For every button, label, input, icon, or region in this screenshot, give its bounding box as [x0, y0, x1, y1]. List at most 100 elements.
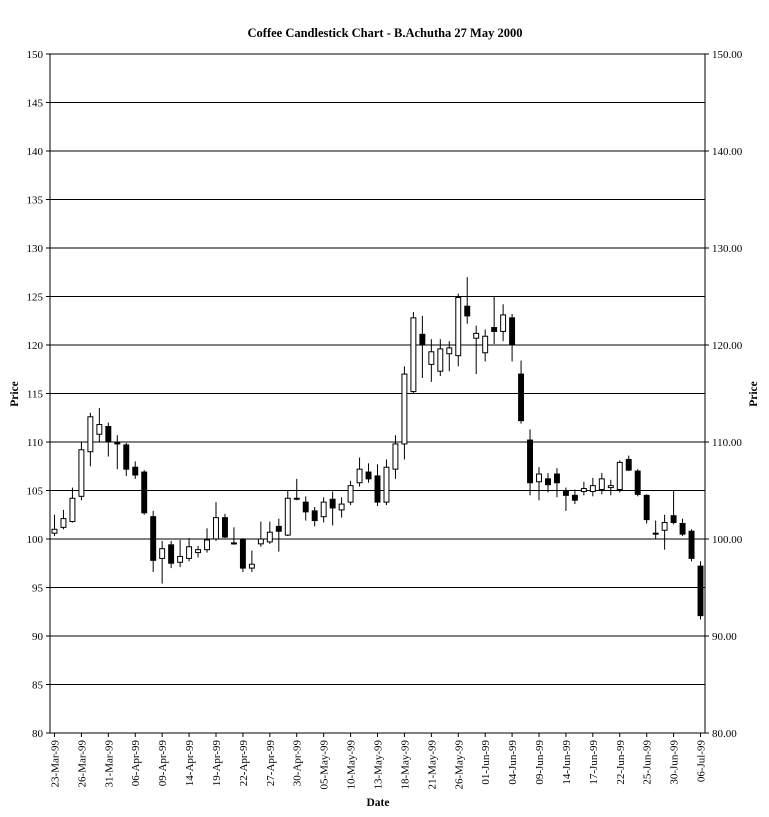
candle — [500, 304, 507, 342]
candle — [464, 277, 471, 324]
x-tick-label: 09-Jun-99 — [534, 740, 546, 785]
candle — [491, 296, 498, 345]
candle-body-up — [616, 461, 623, 491]
candle — [661, 514, 668, 550]
candle-body-down — [132, 466, 139, 476]
candle — [392, 435, 399, 479]
candle — [473, 325, 480, 375]
candle — [230, 527, 237, 545]
candle-body-up — [500, 314, 507, 332]
candle — [419, 315, 426, 378]
candle-body-up — [257, 538, 264, 545]
chart-title: Coffee Candlestick Chart - B.Achutha 27 … — [248, 26, 523, 40]
candle — [634, 469, 641, 497]
candle-body-down — [679, 522, 686, 535]
candle-body-down — [150, 516, 157, 561]
candle — [87, 412, 94, 467]
candle — [96, 408, 103, 442]
candle — [105, 422, 112, 457]
candle-body-down — [123, 444, 130, 470]
left-y-tick-label: 115 — [27, 389, 44, 401]
candle-body-down — [625, 458, 632, 471]
candle-body-down — [311, 510, 318, 522]
y-axis-label-right: Price — [748, 381, 760, 407]
left-y-tick-label: 135 — [27, 195, 44, 207]
candle-body-down — [527, 439, 534, 484]
left-y-tick-label: 110 — [27, 437, 44, 449]
candle — [598, 473, 605, 495]
candle-body-up — [69, 497, 76, 523]
candle — [320, 497, 327, 523]
candle — [177, 539, 184, 568]
left-y-tick-label: 145 — [27, 98, 44, 110]
x-tick-label: 09-Apr-99 — [157, 740, 169, 787]
candle-body-down — [688, 530, 695, 559]
candle — [643, 494, 650, 524]
x-tick-label: 22-Jun-99 — [615, 740, 627, 785]
candle — [168, 540, 175, 569]
candle-body-down — [553, 473, 560, 484]
left-y-tick-label: 95 — [32, 583, 44, 595]
candle — [284, 490, 291, 537]
candle — [401, 366, 408, 460]
candle — [688, 529, 695, 562]
x-tick-label: 31-Mar-99 — [103, 740, 115, 788]
left-y-tick-label: 150 — [27, 49, 44, 61]
candle-body-up — [230, 542, 237, 545]
candle-body-down — [221, 517, 228, 538]
candle — [311, 506, 318, 527]
left-y-tick-label: 85 — [32, 680, 44, 692]
candle-body-up — [652, 532, 659, 535]
candle — [329, 491, 336, 526]
candle — [338, 497, 345, 518]
x-tick-label: 27-Apr-99 — [265, 740, 277, 787]
candle — [275, 518, 282, 552]
candle — [356, 457, 363, 487]
candle — [428, 339, 435, 382]
x-tick-label: 17-Jun-99 — [588, 740, 600, 785]
candle-body-up — [356, 468, 363, 484]
candle — [293, 478, 300, 501]
left-y-tick-label: 125 — [27, 292, 44, 304]
left-y-tick-label: 105 — [27, 486, 44, 498]
right-y-tick-label: 110.00 — [712, 437, 742, 449]
candle-body-up — [392, 443, 399, 470]
candle-body-down — [105, 425, 112, 443]
candle — [186, 538, 193, 562]
candle-body-down — [634, 470, 641, 495]
candle-body-down — [302, 501, 309, 513]
candle — [580, 481, 587, 496]
left-y-tick-label: 100 — [27, 534, 44, 546]
candle — [383, 459, 390, 506]
right-y-tick-labels: 80.00 90.00 100.00 110.00 120.00 130.00 140.00… — [705, 49, 743, 740]
candle-body-down — [239, 539, 246, 569]
candle-body-up — [96, 424, 103, 435]
candle — [132, 461, 139, 479]
candle-body-up — [401, 373, 408, 445]
candle-body-down — [464, 305, 471, 317]
candle — [347, 480, 354, 506]
right-y-tick-label: 80.00 — [712, 728, 737, 740]
candle — [410, 312, 417, 394]
candle — [562, 487, 569, 511]
candle-body-down — [518, 373, 525, 422]
candle — [536, 467, 542, 501]
candle-body-down — [509, 317, 516, 345]
candle — [302, 496, 309, 521]
candle-body-down — [419, 333, 426, 346]
candle — [625, 455, 632, 472]
candle — [437, 339, 444, 377]
candle-body-down — [571, 494, 578, 501]
x-tick-label: 26-Mar-99 — [76, 740, 88, 788]
x-tick-label: 30-Apr-99 — [292, 740, 304, 787]
x-tick-label: 01-Jun-99 — [480, 740, 492, 785]
left-y-tick-label: 80 — [32, 728, 44, 740]
x-tick-label: 13-May-99 — [373, 740, 385, 790]
x-tick-label: 19-Apr-99 — [211, 740, 223, 787]
x-tick-label: 26-May-99 — [453, 740, 465, 790]
candle-body-up — [320, 501, 327, 518]
x-tick-label: 22-Apr-99 — [238, 740, 250, 787]
candle — [221, 513, 228, 539]
